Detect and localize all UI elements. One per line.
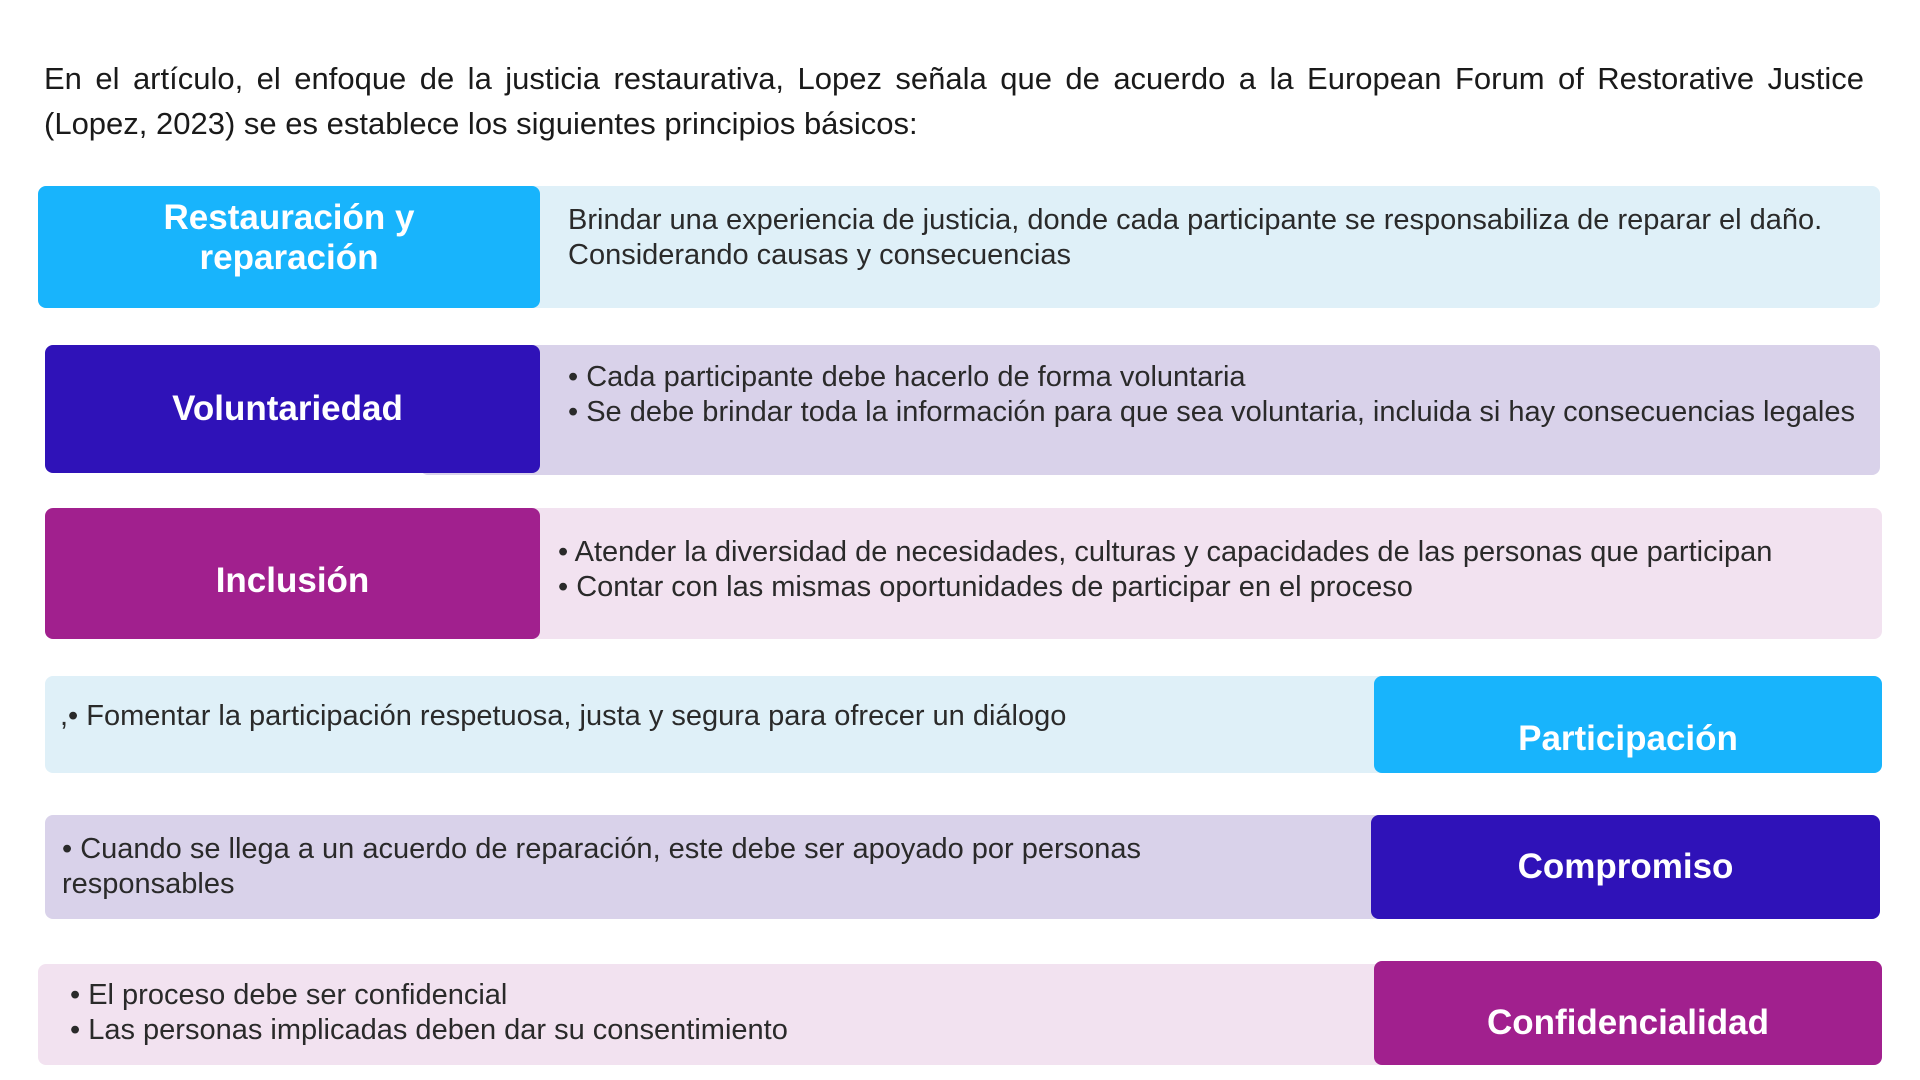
principle-line: • El proceso debe ser confidencial	[70, 979, 508, 1011]
principle-title-tag: Confidencialidad	[1374, 961, 1882, 1065]
principle-line: • Atender la diversidad de necesidades, …	[558, 536, 1773, 568]
principle-title-tag: Restauración y reparación	[38, 186, 540, 308]
principle-title: Participación	[1518, 718, 1738, 758]
principle-title-tag: Participación	[1374, 676, 1882, 773]
principle-title: Compromiso	[1517, 847, 1734, 886]
principle-description: • Cuando se llega a un acuerdo de repara…	[62, 832, 1242, 902]
principle-description: • Atender la diversidad de necesidades, …	[558, 535, 1878, 605]
principle-line: • Cada participante debe hacerlo de form…	[568, 361, 1246, 393]
principle-title-tag: Inclusión	[45, 508, 540, 639]
principle-line: • Se debe brindar toda la información pa…	[568, 396, 1855, 428]
principle-line: ,• Fomentar la participación respetuosa,…	[60, 700, 1067, 732]
principle-description: • El proceso debe ser confidencial • Las…	[70, 978, 1350, 1048]
principle-line: • Contar con las mismas oportunidades de…	[558, 571, 1413, 603]
principle-line: • Las personas implicadas deben dar su c…	[70, 1014, 788, 1046]
principle-title: Confidencialidad	[1487, 1003, 1769, 1042]
principle-description: • Cada participante debe hacerlo de form…	[568, 360, 1858, 430]
principle-panel	[500, 508, 1882, 639]
principle-title: Restauración y reparación	[163, 198, 415, 277]
principle-panel	[45, 676, 1435, 773]
principle-line: • Cuando se llega a un acuerdo de repara…	[62, 833, 1142, 900]
principle-panel	[45, 815, 1435, 919]
principle-title: Voluntariedad	[172, 389, 403, 428]
principle-title-tag: Compromiso	[1371, 815, 1880, 919]
principle-title-tag: Voluntariedad	[45, 345, 540, 473]
principle-panel	[420, 345, 1880, 475]
principle-panel	[500, 186, 1880, 308]
principle-line: Brindar una experiencia de justicia, don…	[568, 204, 1823, 271]
principle-description: Brindar una experiencia de justicia, don…	[568, 203, 1828, 273]
principle-description: ,• Fomentar la participación respetuosa,…	[60, 699, 1350, 734]
principle-title: Inclusión	[215, 560, 370, 600]
principle-panel	[38, 964, 1438, 1065]
intro-paragraph: En el artículo, el enfoque de la justici…	[44, 61, 1864, 141]
